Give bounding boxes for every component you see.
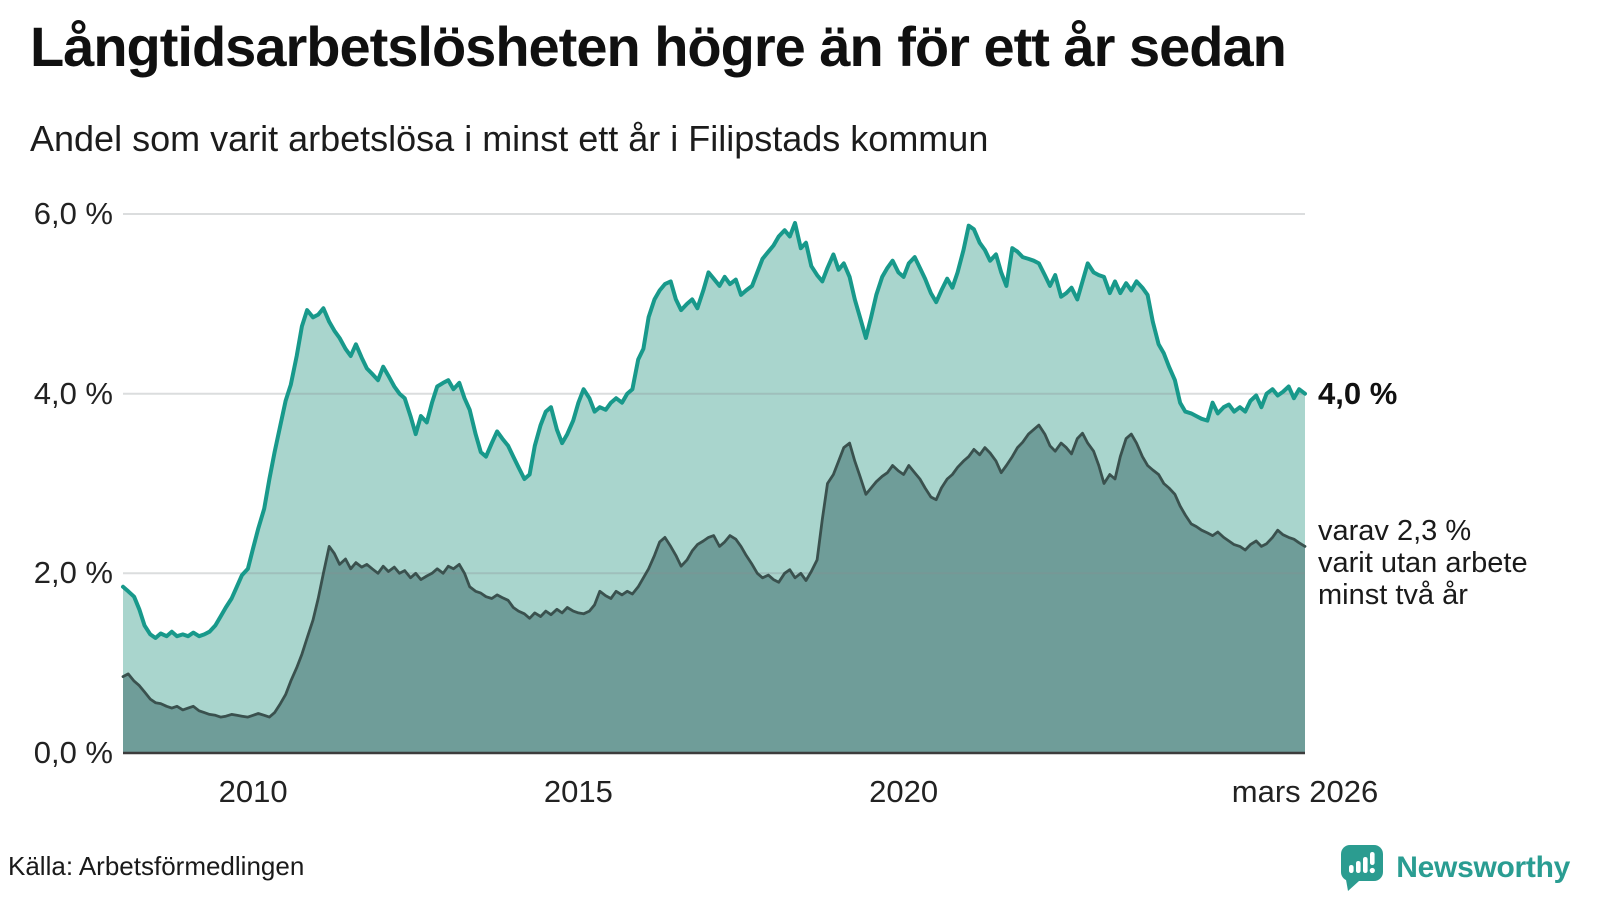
y-axis-tick-0: 0,0 % bbox=[33, 735, 113, 770]
minst-tva-ar-line bbox=[121, 423, 1307, 719]
page-subtitle: Andel som varit arbetslösa i minst ett å… bbox=[30, 118, 989, 159]
newsworthy-bubble-icon bbox=[1341, 845, 1384, 891]
series-end-value-label: 4,0 % bbox=[1318, 375, 1398, 411]
x-axis-tick-2020: 2020 bbox=[869, 774, 939, 809]
source-caption: Källa: Arbetsförmedlingen bbox=[8, 851, 305, 881]
series-detail-label-line3: minst två år bbox=[1318, 579, 1468, 612]
series-detail-label-line2: varit utan arbete bbox=[1318, 547, 1528, 580]
series-detail-label-line1: varav 2,3 % bbox=[1318, 515, 1472, 548]
y-axis-tick-6: 6,0 % bbox=[33, 196, 113, 232]
minst-ett-ar-line bbox=[121, 221, 1307, 640]
y-axis-tick-2: 2,0 % bbox=[33, 555, 113, 591]
minst-tva-ar-area bbox=[123, 425, 1305, 753]
x-axis-tick-2015: 2015 bbox=[543, 774, 613, 809]
series-detail-label: varav 2,3 % varit utan arbete minst två … bbox=[1318, 515, 1528, 611]
newsworthy-logo: Newsworthy bbox=[1340, 844, 1570, 892]
page-title: Långtidsarbetslösheten högre än för ett … bbox=[30, 15, 1287, 78]
x-axis-tick-mars-2026: mars 2026 bbox=[1231, 774, 1379, 809]
y-axis-tick-4: 4,0 % bbox=[33, 375, 113, 411]
newsworthy-wordmark: Newsworthy bbox=[1396, 851, 1570, 884]
x-axis-tick-2010: 2010 bbox=[218, 774, 288, 809]
